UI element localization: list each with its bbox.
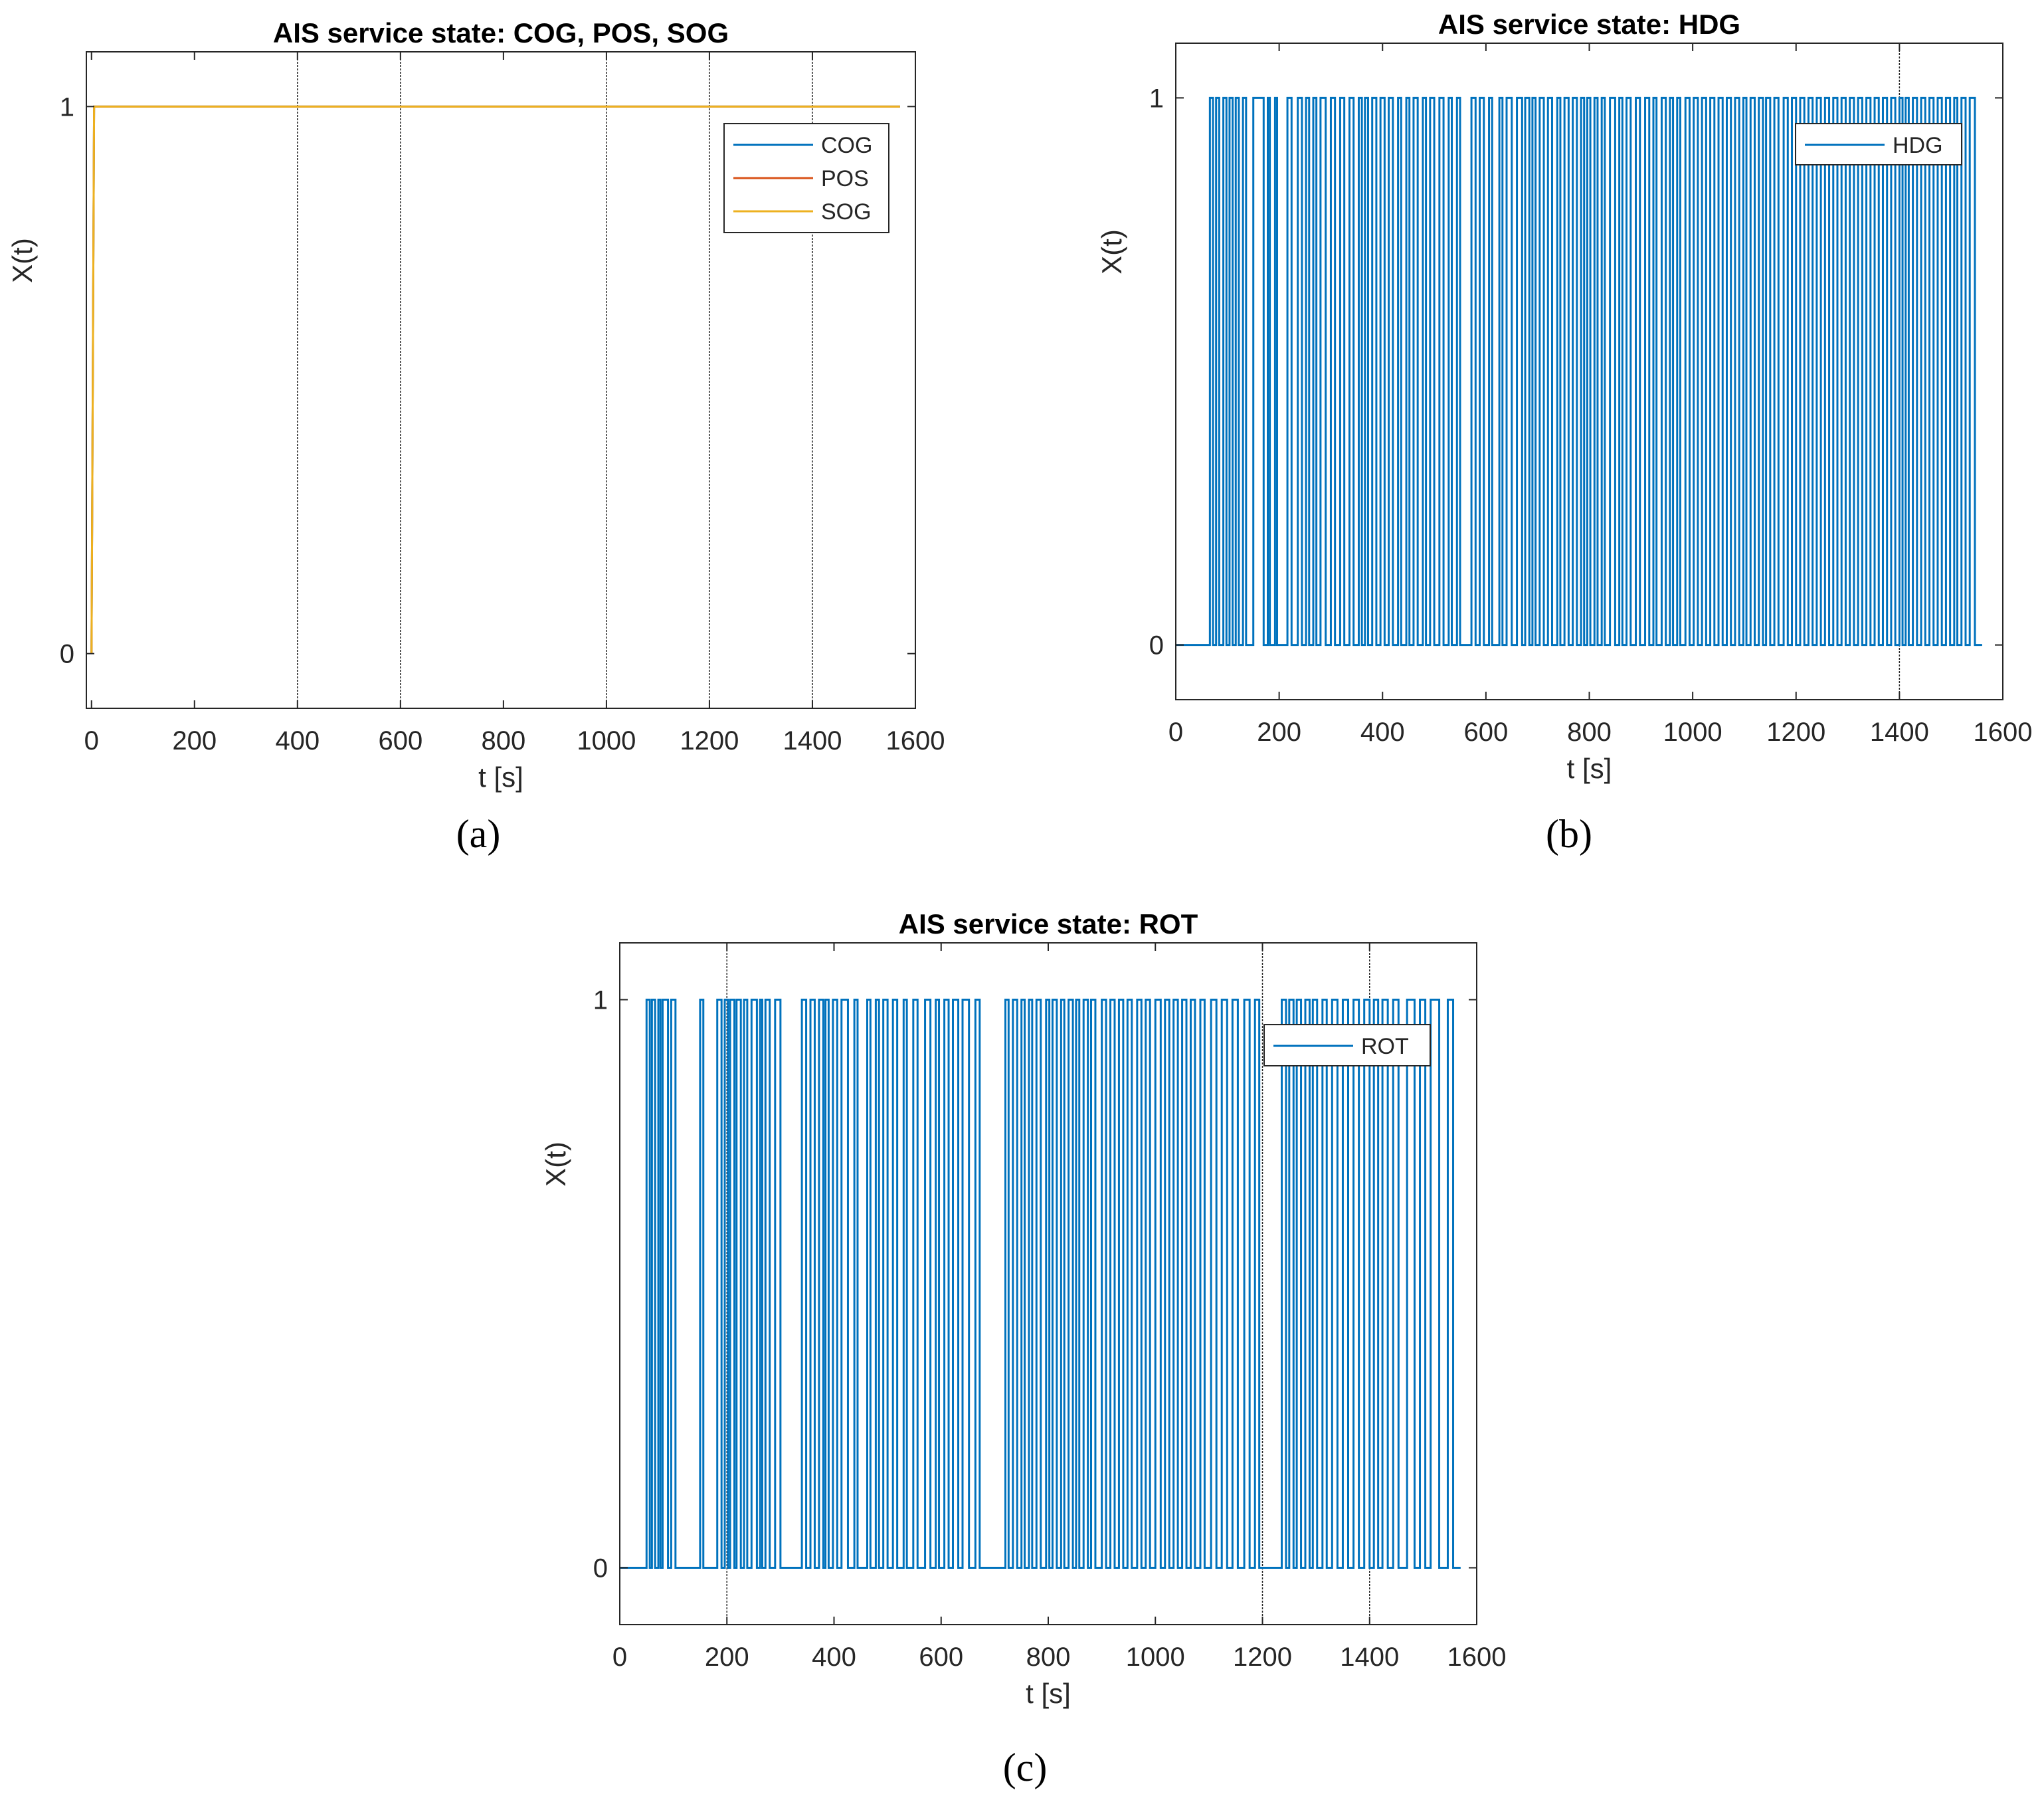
axes-box-a xyxy=(86,51,916,709)
y-tick-label: 0 xyxy=(1149,631,1164,660)
y-axis-label: X(t) xyxy=(540,1142,571,1187)
chart-title: AIS service state: COG, POS, SOG xyxy=(273,17,729,49)
y-axis-label: X(t) xyxy=(7,238,38,283)
y-axis-label: X(t) xyxy=(1096,229,1127,274)
y-tick-label: 0 xyxy=(593,1554,608,1583)
legend-label-sog: SOG xyxy=(821,199,872,225)
x-tick-label: 1200 xyxy=(1766,718,1825,747)
y-tick-label: 1 xyxy=(60,92,74,122)
x-tick-label: 200 xyxy=(172,726,217,755)
x-tick-label: 600 xyxy=(1464,718,1509,747)
x-tick-label: 1400 xyxy=(1340,1643,1399,1672)
x-tick-label: 1400 xyxy=(783,726,842,755)
x-tick-label: 1600 xyxy=(1447,1643,1507,1672)
panel-label-c: (c) xyxy=(1003,1746,1048,1789)
y-tick-label: 1 xyxy=(593,986,608,1015)
series-line-rot xyxy=(620,999,1461,1569)
x-axis-label: t [s] xyxy=(478,761,523,793)
x-tick-label: 1200 xyxy=(1233,1643,1292,1672)
x-tick-label: 400 xyxy=(275,726,320,755)
legend: ROT xyxy=(1263,1024,1431,1066)
chart-panel-b: 0 200 400 600 800 1000 1200 1400 1600 0 1 AIS servi… xyxy=(1096,9,2032,856)
x-axis-label: t [s] xyxy=(1026,1678,1071,1709)
y-tick-label: 1 xyxy=(1149,84,1164,113)
legend-label-pos: POS xyxy=(821,166,869,191)
x-axis-label: t [s] xyxy=(1567,753,1612,784)
x-tick-label: 800 xyxy=(482,726,526,755)
legend: COG POS SOG xyxy=(723,123,889,233)
x-tick-label: 600 xyxy=(378,726,422,755)
x-tick-label: 1400 xyxy=(1870,718,1929,747)
x-tick-label: 600 xyxy=(919,1643,963,1672)
chart-panel-c: 0 200 400 600 800 1000 1200 1400 1600 0 1 AIS servi… xyxy=(540,908,1506,1789)
legend-label-hdg: HDG xyxy=(1893,133,1943,158)
x-tick-label: 400 xyxy=(1360,718,1405,747)
x-tick-label: 0 xyxy=(84,726,99,755)
x-tick-label: 800 xyxy=(1567,718,1612,747)
panel-label-b: (b) xyxy=(1546,812,1592,856)
chart-title: AIS service state: ROT xyxy=(899,908,1198,940)
x-tick-label: 200 xyxy=(705,1643,749,1672)
series-line-hdg xyxy=(1176,96,1982,647)
x-tick-label: 0 xyxy=(1168,718,1183,747)
x-tick-label: 1000 xyxy=(1663,718,1722,747)
panel-label-a: (a) xyxy=(456,812,501,856)
x-tick-label: 1000 xyxy=(1126,1643,1185,1672)
x-tick-label: 1600 xyxy=(886,726,945,755)
legend: HDG xyxy=(1795,123,1962,165)
y-tick-label: 0 xyxy=(60,640,74,669)
chart-title: AIS service state: HDG xyxy=(1438,9,1740,40)
x-tick-label: 1600 xyxy=(1974,718,2033,747)
x-tick-label: 800 xyxy=(1026,1643,1071,1672)
x-tick-label: 0 xyxy=(612,1643,627,1672)
x-tick-label: 400 xyxy=(812,1643,856,1672)
x-tick-label: 200 xyxy=(1257,718,1301,747)
legend-label-rot: ROT xyxy=(1361,1034,1409,1059)
legend-label-cog: COG xyxy=(821,133,872,158)
x-tick-label: 1200 xyxy=(680,726,739,755)
x-tick-label: 1000 xyxy=(577,726,636,755)
chart-panel-a: 0 200 400 600 800 1000 1200 1400 1600 0 1 AIS servi… xyxy=(7,17,945,856)
